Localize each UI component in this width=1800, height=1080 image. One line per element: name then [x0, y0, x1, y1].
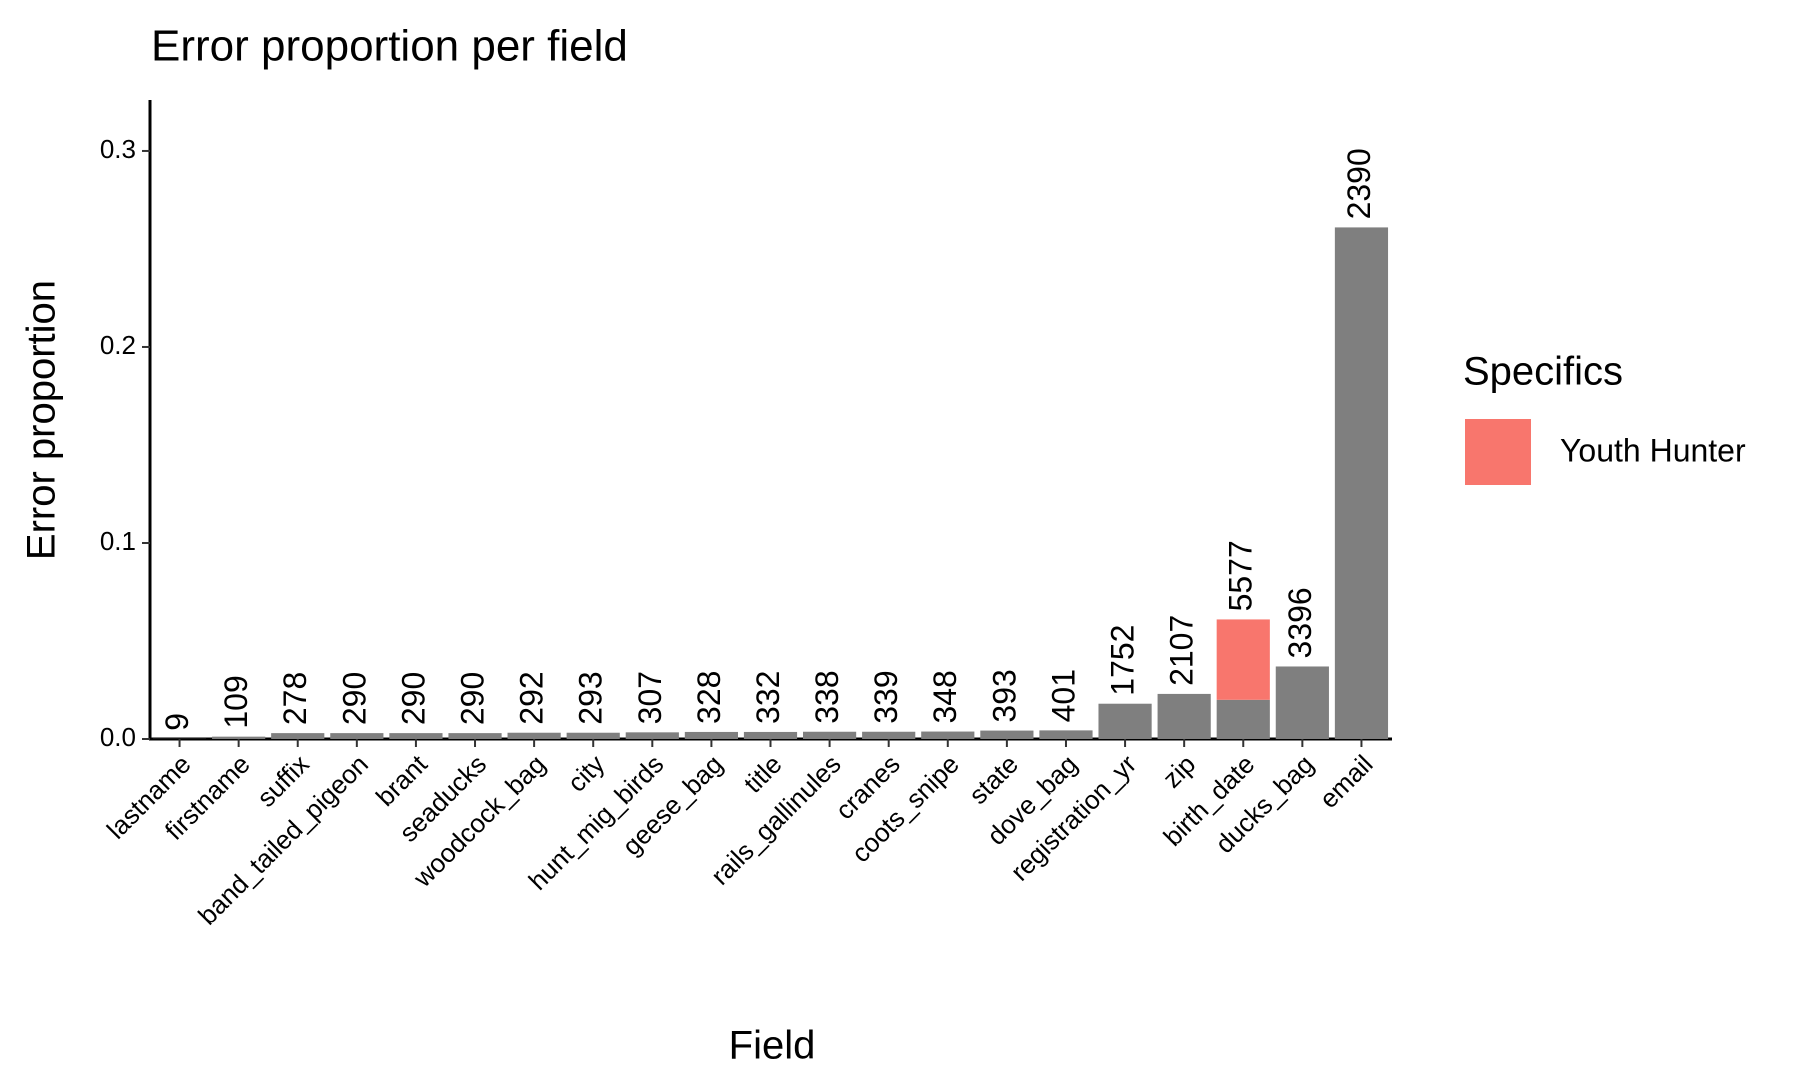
bar — [1275, 666, 1329, 739]
bar — [921, 731, 975, 739]
x-axis-title: Field — [729, 1024, 816, 1068]
x-tick-label: zip — [1157, 749, 1202, 794]
value-label: 332 — [750, 671, 786, 724]
bar — [507, 732, 561, 739]
bar — [389, 733, 443, 739]
bar — [271, 733, 325, 739]
value-label: 2390 — [1341, 148, 1377, 219]
value-label: 9 — [159, 713, 195, 731]
y-tick-label: 0.0 — [100, 722, 136, 752]
value-label: 3396 — [1282, 587, 1318, 658]
value-label: 109 — [218, 675, 254, 728]
y-axis-title: Error proportion — [20, 280, 64, 560]
bar — [684, 731, 738, 739]
bar — [625, 732, 679, 739]
x-tick-label: title — [738, 749, 788, 799]
x-tick-label: email — [1313, 749, 1378, 814]
bar — [566, 732, 620, 739]
value-label: 2107 — [1164, 615, 1200, 686]
x-tick-label: city — [562, 749, 611, 798]
chart-title: Error proportion per field — [151, 22, 628, 71]
value-label: 1752 — [1105, 625, 1141, 696]
bar — [1334, 227, 1389, 740]
value-label: 328 — [691, 671, 727, 724]
bar — [1098, 703, 1152, 739]
value-label: 307 — [632, 671, 668, 724]
y-tick-label: 0.1 — [100, 526, 136, 556]
bar — [803, 731, 857, 739]
legend-swatch — [1465, 419, 1531, 485]
bar — [448, 733, 502, 739]
value-label: 339 — [868, 670, 904, 723]
value-label: 290 — [454, 672, 490, 725]
value-label: 338 — [809, 670, 845, 723]
bar — [1039, 730, 1093, 739]
bar — [862, 731, 916, 739]
bar — [212, 736, 266, 739]
legend-label: Youth Hunter — [1560, 432, 1746, 468]
value-label: 290 — [336, 672, 372, 725]
bar — [1157, 693, 1211, 739]
bar — [1216, 699, 1270, 739]
value-label: 5577 — [1223, 540, 1259, 611]
value-label: 292 — [514, 671, 550, 724]
value-label: 290 — [395, 672, 431, 725]
bar — [743, 731, 798, 739]
bar — [1216, 619, 1270, 700]
value-label: 348 — [927, 670, 963, 723]
bar — [980, 730, 1034, 739]
y-tick-label: 0.3 — [100, 134, 136, 164]
y-tick-label: 0.2 — [100, 330, 136, 360]
value-label: 401 — [1045, 669, 1081, 722]
value-label: 393 — [986, 669, 1022, 722]
value-label: 293 — [573, 671, 609, 724]
value-label: 278 — [277, 672, 313, 725]
legend-title: Specifics — [1463, 350, 1623, 394]
bar — [330, 733, 384, 739]
